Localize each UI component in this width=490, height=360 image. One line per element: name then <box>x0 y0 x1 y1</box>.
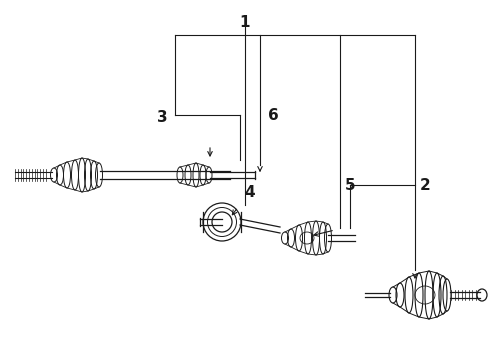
Text: 1: 1 <box>240 15 250 30</box>
Text: 4: 4 <box>245 185 255 200</box>
Text: 2: 2 <box>420 177 431 193</box>
Text: 3: 3 <box>157 111 168 126</box>
Text: 5: 5 <box>345 177 356 193</box>
Text: 6: 6 <box>268 108 279 122</box>
